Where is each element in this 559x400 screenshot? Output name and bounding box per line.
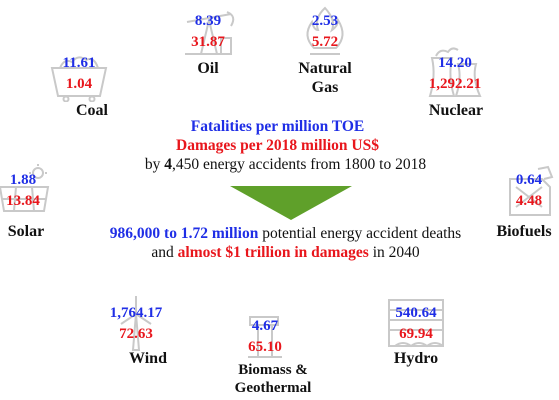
gas-flame-icon	[288, 4, 362, 60]
oil-fatalities: 8.39	[194, 13, 222, 29]
nuclear-plant-icon	[418, 46, 492, 102]
accidents-summary: by 4,450 energy accidents from 1800 to 2…	[6, 155, 559, 175]
solar-fatalities: 1.88	[9, 172, 37, 188]
hydro-fatalities: 540.64	[395, 305, 437, 321]
projection-damages: and almost $1 trillion in damages in 204…	[6, 243, 559, 263]
hydro-dam-icon	[379, 296, 453, 352]
nuclear-label: Nuclear	[428, 102, 484, 119]
projection-deaths: 986,000 to 1.72 million potential energy…	[6, 224, 559, 244]
biomass-label-line1: Biomass &	[238, 362, 308, 378]
oil-pump-icon	[171, 4, 245, 60]
biomass-label: Biomass & Geothermal	[223, 361, 323, 397]
coal-cart-icon	[42, 46, 116, 102]
biofuels-damages: 4.48	[515, 193, 543, 209]
coal-values-box: 11.61 1.04	[42, 46, 116, 102]
gas-values-box: 2.53 5.72	[288, 4, 362, 60]
solar-damages: 13.84	[6, 193, 40, 209]
nuclear-damages: 1,292.21	[428, 76, 482, 92]
fatalities-legend: Fatalities per million TOE	[190, 118, 365, 135]
nuclear-values-box: 14.20 1,292.21	[418, 46, 492, 102]
damages-legend: Damages per 2018 million US$	[176, 137, 379, 154]
biomass-label-line2: Geothermal	[234, 380, 312, 396]
projection-damages-pre: and	[151, 244, 178, 261]
biofuels-fatalities: 0.64	[515, 172, 543, 188]
oil-values-box: 8.39 31.87	[171, 4, 245, 60]
biomass-fatalities: 4.67	[251, 318, 279, 334]
accidents-summary-post: ,450 energy accidents from 1800 to 2018	[172, 156, 427, 173]
nuclear-fatalities: 14.20	[438, 55, 472, 71]
oil-damages: 31.87	[191, 34, 225, 50]
gas-damages: 5.72	[311, 34, 339, 50]
accidents-count-bold: 4	[164, 156, 172, 173]
down-arrow-icon	[230, 186, 352, 220]
wind-fatalities: 1,764.17	[109, 305, 163, 321]
solar-values-box: 1.88 13.84	[0, 163, 60, 219]
gas-fatalities: 2.53	[311, 13, 339, 29]
hydro-damages: 69.94	[399, 326, 433, 342]
biofuels-values-box: 0.64 4.48	[492, 163, 559, 219]
accidents-summary-pre: by	[144, 156, 165, 173]
coal-fatalities: 11.61	[62, 55, 96, 71]
projection-deaths-range: 986,000 to 1.72 million	[109, 225, 259, 242]
wind-damages: 72.63	[119, 326, 153, 342]
solar-panel-icon	[0, 163, 60, 219]
projection-deaths-text: potential energy accident deaths	[258, 225, 462, 242]
biofuels-label: Biofuels	[496, 223, 552, 240]
projection-damages-amount: almost $1 trillion in damages	[177, 244, 369, 261]
wind-label: Wind	[129, 350, 167, 367]
biomass-damages: 65.10	[248, 339, 282, 355]
coal-damages: 1.04	[65, 76, 93, 92]
wind-values-box: 1,764.17 72.63	[99, 296, 173, 352]
fuel-can-icon	[492, 163, 559, 219]
hydro-label: Hydro	[393, 350, 439, 367]
hydro-values-box: 540.64 69.94	[379, 296, 453, 352]
wind-turbine-icon	[99, 296, 173, 352]
projection-damages-post: in 2040	[368, 244, 420, 261]
oil-label: Oil	[197, 60, 219, 77]
biomass-geothermal-icon	[228, 309, 302, 365]
solar-label: Solar	[7, 223, 45, 240]
gas-label-line1: Natural	[298, 60, 352, 77]
biomass-values-box: 4.67 65.10	[228, 309, 302, 365]
coal-label: Coal	[76, 102, 108, 119]
gas-label: Natural Gas	[285, 59, 365, 97]
gas-label-line2: Gas	[311, 79, 339, 96]
